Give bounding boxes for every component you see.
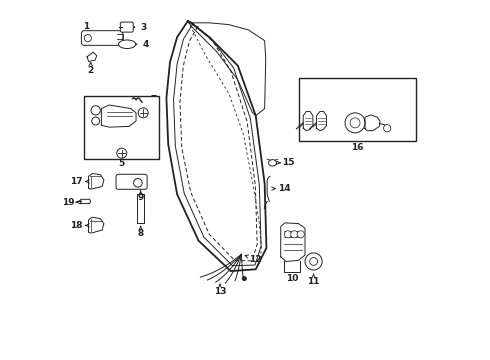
FancyBboxPatch shape xyxy=(298,78,416,141)
Text: 12: 12 xyxy=(249,255,261,264)
Circle shape xyxy=(305,253,322,270)
Text: 18: 18 xyxy=(70,221,83,230)
Text: 14: 14 xyxy=(278,184,291,193)
Circle shape xyxy=(91,106,100,115)
Circle shape xyxy=(242,276,246,281)
Text: 17: 17 xyxy=(70,177,83,186)
Text: 8: 8 xyxy=(138,229,144,238)
Circle shape xyxy=(291,231,298,238)
Circle shape xyxy=(297,231,304,238)
Text: 2: 2 xyxy=(88,66,94,75)
Circle shape xyxy=(117,148,127,158)
FancyBboxPatch shape xyxy=(116,174,147,189)
Circle shape xyxy=(138,108,148,118)
FancyBboxPatch shape xyxy=(121,22,133,32)
Text: 7: 7 xyxy=(150,95,157,104)
Circle shape xyxy=(84,35,92,42)
Circle shape xyxy=(134,179,142,187)
Ellipse shape xyxy=(119,40,136,49)
Text: 6: 6 xyxy=(88,123,94,132)
Text: 19: 19 xyxy=(62,198,74,207)
Text: 15: 15 xyxy=(282,158,295,167)
Circle shape xyxy=(92,117,99,125)
Circle shape xyxy=(350,118,360,128)
Text: 13: 13 xyxy=(214,287,226,296)
Text: 10: 10 xyxy=(286,274,298,283)
Circle shape xyxy=(345,113,365,133)
FancyBboxPatch shape xyxy=(84,96,159,158)
Circle shape xyxy=(284,231,292,238)
Text: 3: 3 xyxy=(140,23,147,32)
Ellipse shape xyxy=(269,159,276,166)
Text: 9: 9 xyxy=(138,193,144,202)
Text: 16: 16 xyxy=(351,143,364,152)
FancyBboxPatch shape xyxy=(81,31,123,45)
Text: 1: 1 xyxy=(83,22,89,31)
Circle shape xyxy=(310,257,318,265)
Circle shape xyxy=(384,125,391,132)
Text: 5: 5 xyxy=(118,159,124,168)
Text: 4: 4 xyxy=(143,40,149,49)
Text: 11: 11 xyxy=(307,277,320,286)
